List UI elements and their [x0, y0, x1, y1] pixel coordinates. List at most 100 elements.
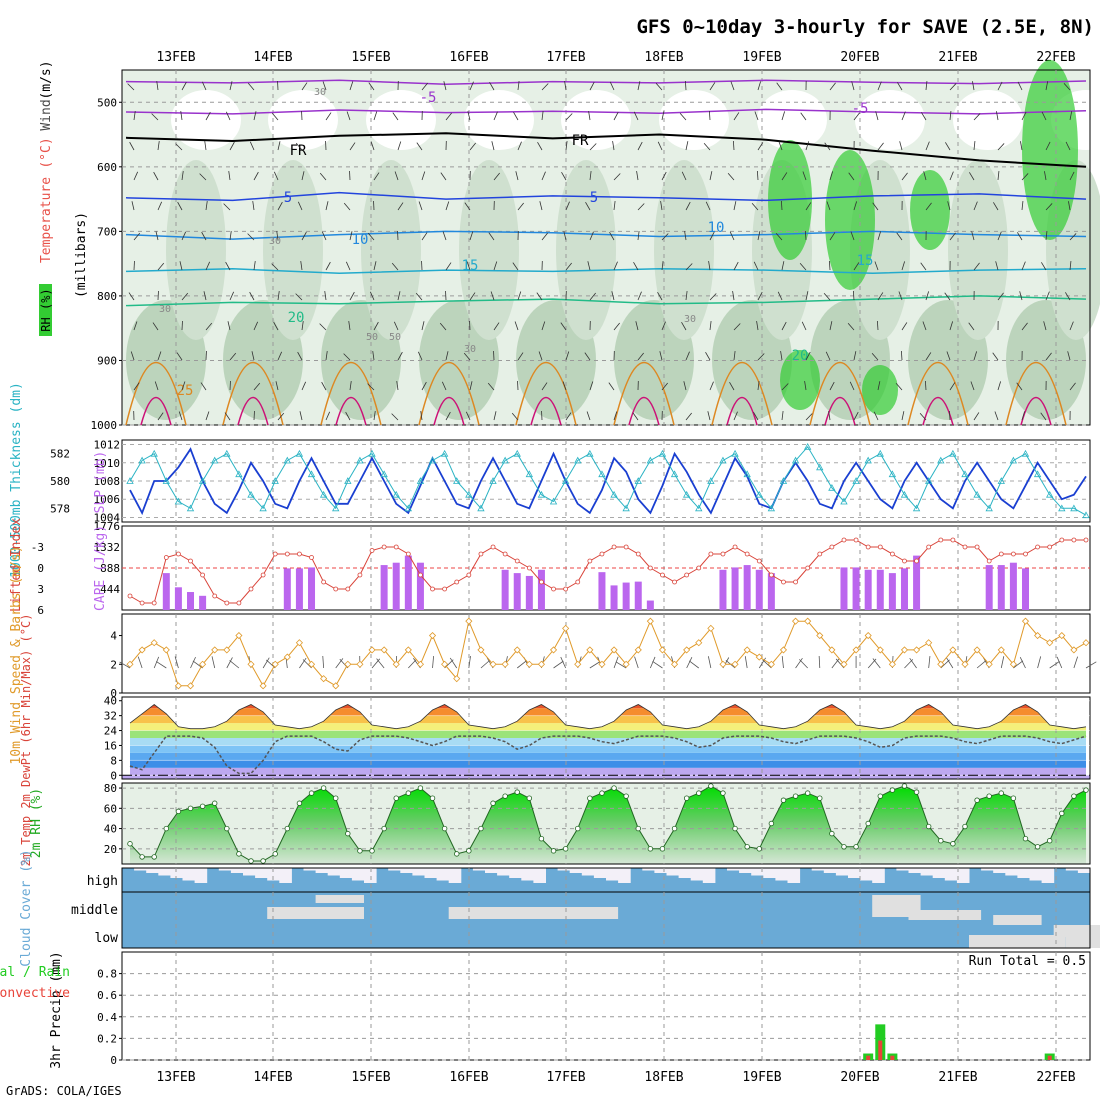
wind-speed-point	[332, 682, 340, 690]
date-label: 21FEB	[938, 50, 977, 65]
high-cloud-gap	[424, 868, 438, 878]
wind-barb	[1065, 292, 1071, 301]
y-tick-label: 0	[110, 769, 117, 782]
wind-barb	[781, 261, 785, 271]
wind-barb	[901, 411, 905, 421]
wind-speed-point	[356, 660, 364, 668]
contour-label: -5	[852, 101, 869, 117]
wind-barb	[733, 201, 737, 211]
wind-speed-point	[368, 646, 376, 654]
wind-barb	[949, 382, 956, 391]
wind-barb	[611, 291, 615, 301]
panel-frame	[121, 782, 1091, 865]
wind-barb	[900, 350, 903, 361]
high-cloud-gap	[932, 868, 946, 878]
thickness-point	[840, 497, 848, 505]
wind-speed-point	[1034, 631, 1042, 640]
wind-barb	[200, 382, 207, 391]
li-point	[1083, 537, 1089, 543]
wind-barb	[589, 231, 594, 241]
wind-barb	[1045, 291, 1050, 301]
wind-barb	[177, 201, 183, 211]
wind-barb	[181, 231, 187, 241]
thickness-point	[465, 490, 473, 498]
wind-speed-point	[235, 631, 243, 640]
wind-barb	[877, 231, 882, 241]
y-tick-label: 24	[104, 725, 118, 738]
cape-bar	[501, 569, 509, 610]
wind-barb	[432, 656, 434, 669]
wind-barb	[367, 232, 375, 241]
wind-barb	[205, 411, 210, 421]
high-cloud-gap	[569, 868, 583, 873]
cloud-axis-label: Cloud Cover (%)	[19, 849, 34, 966]
isotherm-arch	[320, 361, 382, 426]
wind-barb	[277, 351, 283, 361]
wind-barb	[299, 657, 307, 669]
temp-band	[130, 738, 1086, 746]
wind-barb	[301, 231, 307, 241]
li-point	[877, 544, 883, 550]
wind-barb	[733, 351, 736, 361]
wind-speed-point	[1009, 660, 1017, 668]
temp-band	[130, 767, 1086, 776]
wind-barb	[226, 657, 233, 669]
top-date-axis: 13FEB 14FEB 15FEB 16FEB 17FEB 18FEB 19FEB 20FEB…	[156, 50, 1075, 65]
wind-barb	[229, 81, 233, 91]
wind-barb	[801, 321, 807, 331]
thickness-point	[937, 456, 945, 464]
wind-barb	[137, 656, 143, 669]
isotherm-arch	[711, 361, 773, 426]
rh-point	[417, 785, 424, 791]
wind-barb	[732, 140, 735, 151]
wind-speed-point	[816, 631, 824, 640]
wind-barb	[176, 352, 183, 361]
wind-barb	[1069, 261, 1072, 271]
wind-barb	[373, 261, 377, 271]
cape-bar	[743, 565, 751, 610]
wind-barb	[709, 381, 714, 391]
wind-barb	[758, 657, 766, 669]
wind-barb	[322, 81, 327, 91]
wind-barb	[247, 82, 255, 91]
wind-barb	[516, 660, 527, 669]
high-cloud-gap	[351, 868, 365, 881]
wind-barb	[152, 322, 159, 331]
isotherm-arch	[140, 396, 172, 426]
cape-bar	[162, 573, 170, 610]
wind-barb	[325, 201, 329, 211]
high-cloud-gap	[908, 868, 922, 873]
wind-barb	[875, 111, 879, 121]
wind-barb	[417, 351, 423, 361]
wind-barb	[253, 321, 259, 331]
thickness-point	[828, 483, 836, 491]
wind-barb	[251, 351, 255, 361]
wind-barb	[584, 352, 591, 361]
wind-speed-point	[913, 646, 921, 654]
wind-barb	[829, 82, 836, 91]
wind-speed-point	[549, 646, 558, 654]
li-point	[502, 551, 508, 557]
li-point	[1047, 544, 1053, 550]
wind-speed-point	[804, 617, 812, 625]
rh-point	[1046, 838, 1053, 844]
high-cloud-gap	[170, 868, 183, 878]
slp-tick: 1006	[94, 493, 121, 506]
wind-speed-point	[852, 646, 860, 654]
high-cloud-gap	[485, 868, 498, 873]
wind-barb	[661, 321, 666, 331]
wind-barb	[119, 661, 131, 669]
wind-barb	[1073, 656, 1078, 669]
wind-barb	[853, 411, 859, 421]
temp-band	[130, 730, 1086, 738]
li-point	[551, 586, 556, 592]
wind-barb	[613, 111, 619, 121]
wind-barb	[685, 201, 691, 211]
wind-barb	[733, 112, 740, 121]
li-point	[1023, 551, 1028, 557]
thickness-point	[973, 490, 981, 498]
wind-barb	[392, 112, 399, 121]
wind-barb	[1037, 656, 1042, 669]
wind-barb	[493, 411, 497, 421]
